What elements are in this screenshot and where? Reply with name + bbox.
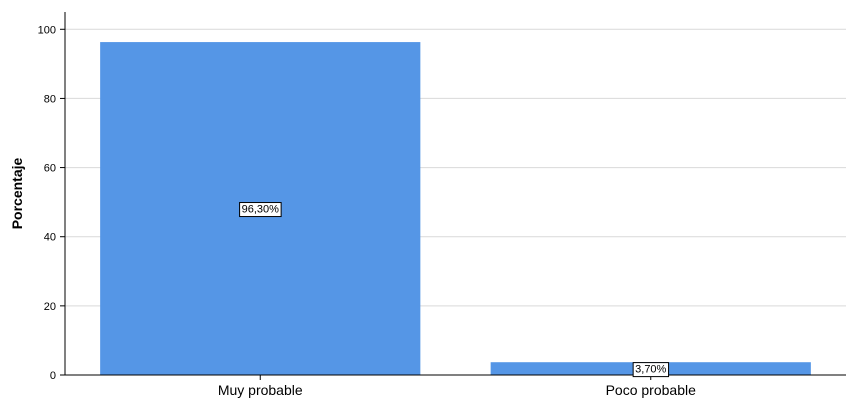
y-tick-label: 100 — [38, 24, 56, 36]
data-labels: 96,30% 3,70% — [239, 202, 670, 378]
y-tick-label: 0 — [50, 370, 56, 382]
x-category-label: Muy probable — [218, 382, 303, 398]
y-ticks: 0 20 40 60 80 100 — [38, 24, 65, 382]
data-label: 96,30% — [239, 202, 282, 218]
data-label-text: 96,30% — [242, 204, 280, 216]
y-tick-label: 80 — [44, 93, 56, 105]
data-label: 3,70% — [632, 362, 670, 378]
data-label-box — [239, 202, 282, 218]
y-tick-label: 20 — [44, 301, 56, 313]
y-tick-label: 40 — [44, 232, 56, 244]
x-category-label: Poco probable — [606, 382, 697, 398]
axes — [64, 12, 846, 376]
data-label-box — [632, 362, 670, 378]
y-axis-title: Porcentaje — [9, 157, 25, 229]
y-tick-label: 60 — [44, 163, 56, 175]
x-category-labels: Muy probable Poco probable — [218, 375, 696, 398]
data-label-text: 3,70% — [635, 364, 666, 376]
bars — [100, 42, 811, 375]
